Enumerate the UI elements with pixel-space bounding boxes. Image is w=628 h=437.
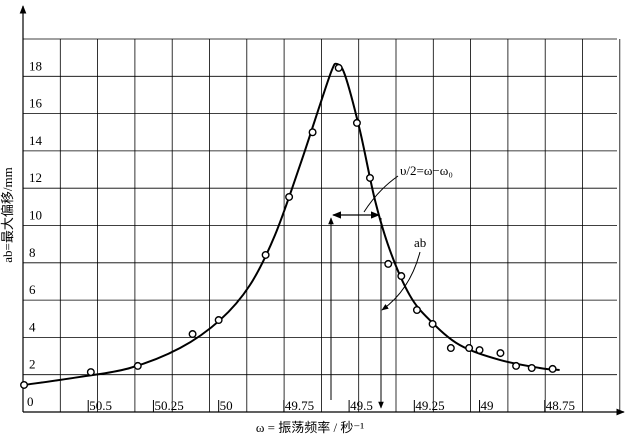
x-axis-label: ω = 振荡频率 / 秒⁻¹ — [256, 420, 364, 435]
data-point — [397, 272, 406, 281]
data-point — [214, 316, 223, 325]
data-point — [527, 363, 536, 372]
annotation: υ/2=ω−ω₀ — [400, 163, 453, 178]
y-tick-label: 18 — [29, 58, 42, 73]
data-point — [446, 344, 455, 353]
y-tick-label: 2 — [29, 357, 36, 372]
data-point — [261, 250, 270, 259]
y-tick-label: 4 — [29, 319, 36, 334]
data-point — [352, 118, 361, 127]
data-point — [412, 305, 421, 314]
data-point — [188, 330, 197, 339]
data-point — [86, 368, 95, 377]
x-tick-label: 50 — [220, 398, 233, 413]
x-tick-label: 49.75 — [285, 398, 314, 413]
annotation: ab — [414, 235, 426, 250]
data-point — [465, 344, 474, 353]
y-axis-label: ab=最大偏移/mm — [0, 167, 15, 262]
y-tick-label: 6 — [29, 282, 36, 297]
data-point — [308, 128, 317, 137]
y-tick-label: 16 — [29, 96, 43, 111]
x-tick-label: 48.75 — [546, 398, 575, 413]
data-point — [475, 346, 484, 355]
data-point — [334, 63, 343, 72]
x-tick-label: 50.5 — [89, 398, 112, 413]
y-tick-label: 0 — [27, 394, 34, 409]
x-tick-label: 49 — [481, 398, 494, 413]
y-tick-label: 12 — [29, 170, 42, 185]
x-tick-label: 50.25 — [154, 398, 183, 413]
x-tick-label: 49.5 — [350, 398, 373, 413]
data-point — [548, 364, 557, 373]
x-tick-label: 49.25 — [415, 398, 444, 413]
curve — [23, 62, 560, 386]
data-point — [512, 361, 521, 370]
y-tick-label: 8 — [29, 245, 36, 260]
y-tick-label: 10 — [29, 208, 42, 223]
data-point — [285, 192, 294, 201]
y-tick-label: 14 — [29, 133, 43, 148]
data-point — [384, 259, 393, 268]
data-point — [20, 380, 29, 389]
data-point — [428, 319, 437, 328]
data-point — [365, 173, 374, 182]
data-point — [496, 349, 505, 358]
data-point — [133, 361, 142, 370]
leader-line — [363, 175, 399, 213]
